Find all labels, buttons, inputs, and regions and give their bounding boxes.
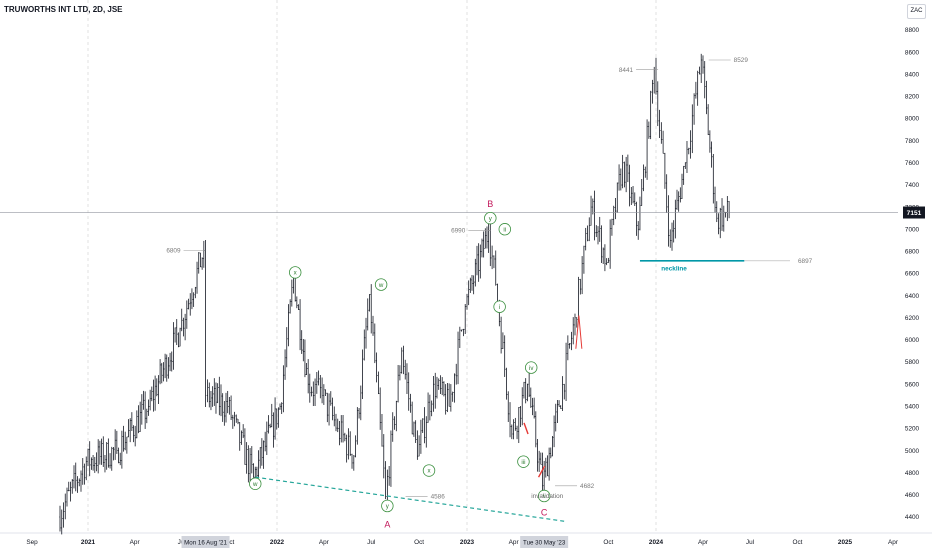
price-tick-label: 4800 (905, 470, 920, 477)
wave-label-circle (498, 223, 512, 236)
price-tick-label: 4400 (905, 514, 920, 521)
price-level-label: 6990 (451, 228, 466, 235)
time-tick-label: Oct (793, 539, 803, 546)
price-tick-label: 5000 (905, 448, 920, 455)
price-axis[interactable]: 4400 4600 4800 5000 5200 5400 5600 5800 6000 6200… (903, 27, 925, 521)
price-tick-label: 5400 (905, 404, 920, 411)
price-level-label: 4586 (431, 494, 446, 501)
support-trendline (255, 476, 566, 523)
time-tick-label: Apr (509, 539, 520, 546)
time-tick-label: 2022 (270, 539, 285, 546)
wave-label-circle (484, 211, 497, 225)
price-tick-label: 6200 (905, 315, 920, 322)
time-tick-label: Jul (367, 539, 375, 546)
price-tick-label: 6800 (905, 249, 920, 256)
chart-annotations: 6809699084418529689746824586wxywxyiiiivi… (0, 57, 898, 530)
price-tick-label: 7600 (905, 160, 920, 167)
last-price-label: 7151 (907, 210, 922, 217)
price-tick-label: 5800 (905, 359, 920, 366)
time-tick-label: 2023 (460, 539, 475, 546)
wave-label: iii (521, 459, 525, 466)
price-tick-label: 7000 (905, 226, 920, 233)
date-highlight-box (181, 536, 230, 548)
price-tick-label: 5600 (905, 381, 920, 388)
last-price-badge (903, 206, 925, 219)
pattern-marker (523, 422, 529, 435)
price-level-label: 6809 (166, 248, 181, 255)
wave-label-circle (374, 278, 388, 291)
wave-label-circle (525, 361, 538, 374)
wave-label: ii (503, 226, 506, 233)
price-tick-label: 6000 (905, 337, 920, 344)
wave-label: y (489, 215, 493, 222)
wave-letter: A (384, 520, 390, 530)
date-highlight-box (520, 536, 569, 548)
wave-label: w (252, 481, 258, 488)
pattern-marker (537, 465, 546, 478)
wave-label-circle (289, 266, 302, 279)
price-tick-label: 8000 (905, 116, 920, 123)
wave-label: y (386, 503, 390, 510)
price-tick-label: 7800 (905, 138, 920, 145)
chart-annotation: neckline (661, 265, 687, 272)
time-tick-label: 2021 (81, 539, 96, 546)
price-tick-label: 6600 (905, 271, 920, 278)
wave-label: i (499, 304, 500, 311)
time-tick-label: Apr (319, 539, 330, 546)
price-tick-label: 4600 (905, 492, 920, 499)
date-highlight-label: Tue 30 May '23 (523, 540, 566, 547)
time-axis[interactable]: Sep2021AprJulOct2022AprJulOct2023AprJulO… (26, 536, 899, 548)
price-tick-label: 8200 (905, 94, 920, 101)
wave-letter: C (541, 508, 548, 518)
time-tick-label: Oct (414, 539, 424, 546)
wave-label: x (427, 468, 431, 475)
time-tick-label: Jul (746, 539, 754, 546)
price-bars (59, 53, 730, 535)
pattern-marker (575, 315, 583, 349)
time-tick-label: 2025 (838, 539, 853, 546)
wave-label-circle (422, 464, 436, 477)
grid-lines (0, 0, 932, 534)
time-tick-label: Oct (603, 539, 613, 546)
price-tick-label: 7400 (905, 182, 920, 189)
price-level-label: 4682 (580, 483, 595, 490)
price-level-label: 6897 (798, 258, 813, 265)
wave-label-circle (517, 455, 530, 468)
chart-title: TRUWORTHS INT LTD, 2D, JSE (4, 5, 123, 14)
time-tick-label: Apr (698, 539, 709, 546)
time-tick-label: 2024 (649, 539, 664, 546)
chart-annotation: invalidation (531, 493, 563, 500)
time-tick-label: Apr (130, 539, 141, 546)
wave-label-circle (381, 499, 394, 513)
wave-label: w (378, 282, 384, 289)
price-tick-label: 8800 (905, 27, 920, 34)
price-tick-label: 5200 (905, 426, 920, 433)
date-highlight-label: Mon 16 Aug '21 (184, 540, 227, 547)
price-level-label: 8441 (619, 67, 634, 74)
wave-letter: B (487, 199, 493, 209)
wave-label: iv (529, 365, 534, 372)
price-level-label: 8529 (734, 57, 749, 64)
time-tick-label: Sep (26, 539, 38, 546)
wave-label-circle (249, 477, 262, 490)
price-tick-label: 8400 (905, 71, 920, 78)
wave-label-circle (537, 489, 551, 503)
price-tick-label: 8600 (905, 49, 920, 56)
currency-button[interactable]: ZAC (907, 4, 926, 19)
wave-label: x (294, 270, 298, 277)
price-tick-label: 6400 (905, 293, 920, 300)
wave-label: v (543, 493, 547, 500)
wave-label-circle (493, 300, 506, 313)
time-tick-label: Apr (888, 539, 899, 546)
